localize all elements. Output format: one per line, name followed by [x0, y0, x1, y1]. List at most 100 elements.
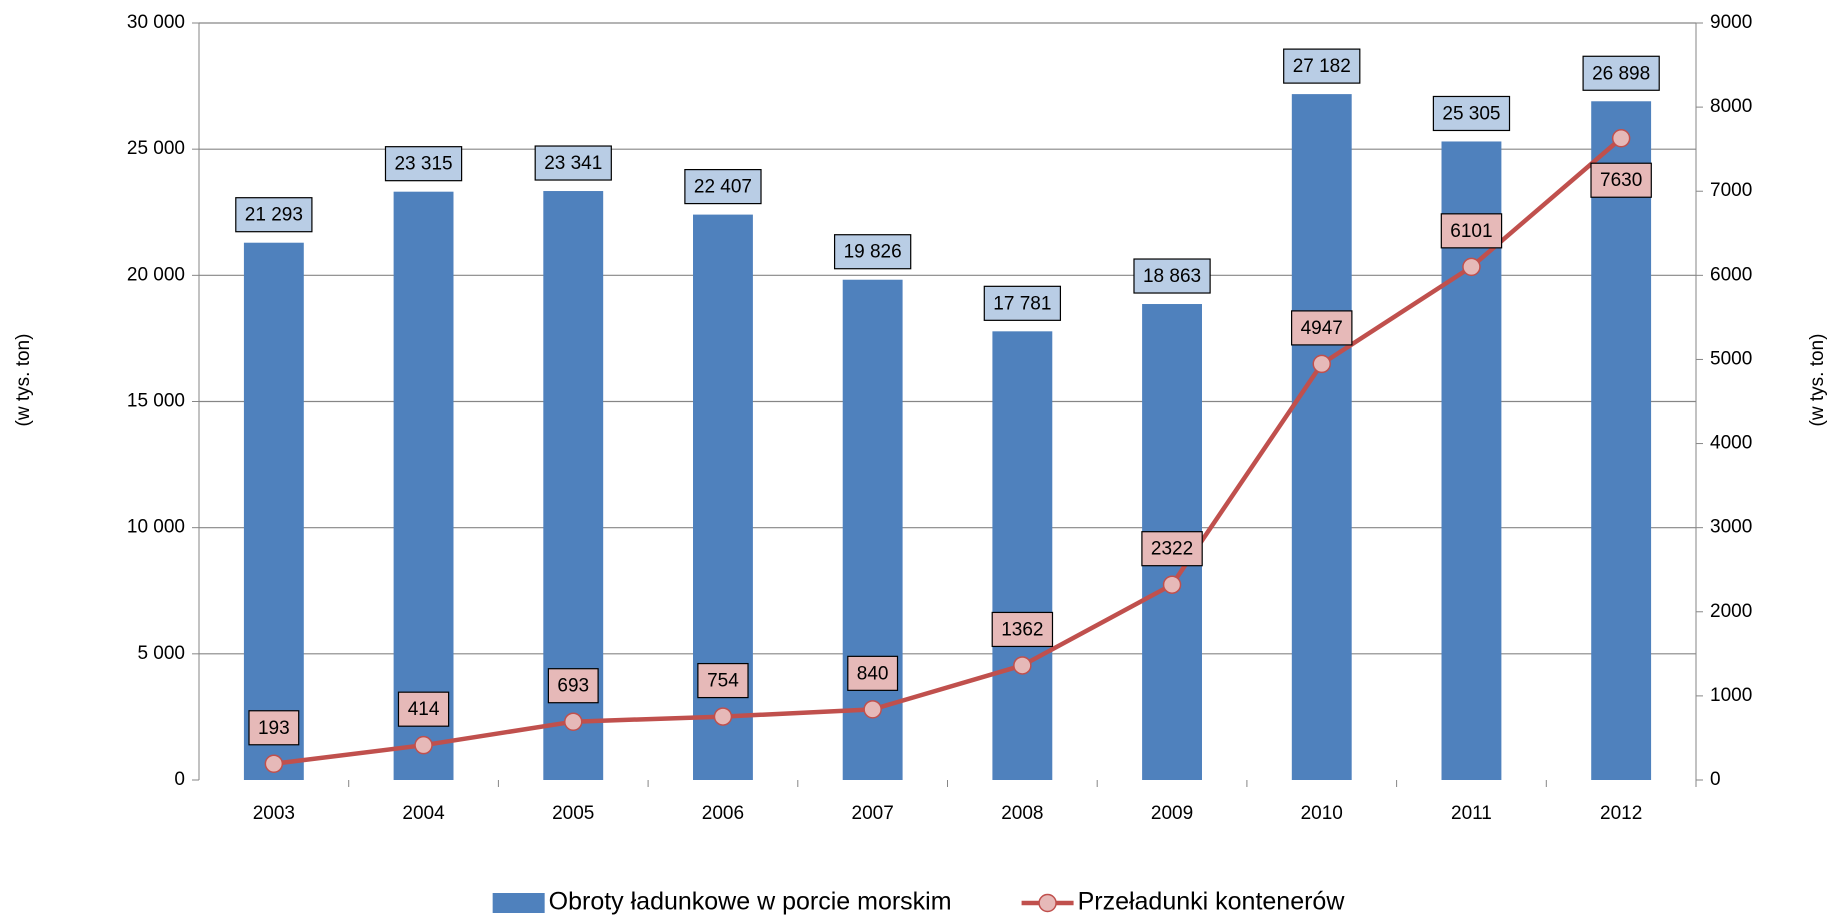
- bar: [1591, 101, 1652, 780]
- marker: [414, 735, 433, 755]
- marker: [713, 707, 733, 726]
- data-label-box: [534, 145, 612, 181]
- legend-label: Przeładunki kontenerów: [1078, 888, 1346, 916]
- y-tick-label: 20 000: [127, 264, 185, 285]
- marker: [264, 754, 284, 774]
- data-label: 754: [697, 662, 749, 699]
- data-label-box: [1291, 310, 1353, 346]
- data-label-text: 23 341: [544, 153, 602, 174]
- data-label: 19 826: [833, 234, 912, 270]
- data-label-box: [235, 197, 313, 233]
- data-label-box: [983, 285, 1062, 321]
- data-label-text: 754: [707, 671, 739, 692]
- y2-tick-label: 8000: [1710, 96, 1752, 117]
- marker: [564, 712, 583, 731]
- bar: [243, 242, 304, 780]
- x-tick-label: 2004: [402, 803, 445, 824]
- data-label: 2322: [1141, 531, 1203, 567]
- data-label-box: [991, 611, 1054, 648]
- data-label-box: [397, 691, 450, 727]
- marker: [1462, 257, 1481, 277]
- data-label-text: 18 863: [1143, 266, 1201, 287]
- data-label-box: [1432, 95, 1511, 132]
- legend-swatch: [492, 893, 545, 913]
- marker: [1312, 354, 1331, 374]
- data-label-text: 840: [857, 663, 889, 684]
- x-tick-label: 2011: [1451, 803, 1492, 824]
- data-label: 4947: [1291, 310, 1353, 346]
- y2-tick-label: 0: [1710, 769, 1721, 790]
- bar: [992, 331, 1053, 780]
- data-label: 21 293: [235, 197, 313, 233]
- data-label-box: [547, 668, 599, 704]
- marker: [1162, 575, 1182, 594]
- data-label-box: [1133, 258, 1211, 294]
- x-tick-label: 2007: [852, 803, 894, 824]
- marker: [1611, 128, 1631, 148]
- y-tick-label: 0: [174, 769, 185, 790]
- y2-tick-label: 4000: [1710, 433, 1752, 454]
- data-label-text: 7630: [1600, 170, 1642, 191]
- marker: [863, 700, 882, 719]
- data-label: 25 305: [1432, 95, 1511, 132]
- y-tick-label: 15 000: [127, 391, 185, 412]
- data-label: 17 781: [983, 285, 1062, 321]
- data-label-text: 2322: [1151, 539, 1193, 560]
- data-label-text: 26 898: [1592, 63, 1650, 84]
- data-label-text: 17 781: [993, 293, 1051, 314]
- legend: Obroty ładunkowe w porcie morskim Przeład…: [492, 888, 1346, 916]
- y2-tick-label: 6000: [1710, 264, 1752, 285]
- x-tick-label: 2010: [1301, 803, 1343, 824]
- data-label-box: [697, 662, 749, 699]
- y2-tick-label: 7000: [1710, 180, 1752, 201]
- data-label-box: [248, 710, 300, 746]
- y2-tick-label: 5000: [1710, 348, 1752, 369]
- legend-marker: [1038, 893, 1057, 913]
- y2-tick-label: 1000: [1710, 685, 1752, 706]
- data-label-text: 25 305: [1442, 103, 1500, 124]
- x-tick-label: 2012: [1600, 803, 1642, 824]
- y2-tick-label: 9000: [1710, 12, 1752, 33]
- x-tick-label: 2009: [1151, 803, 1193, 824]
- data-label-text: 6101: [1450, 221, 1492, 242]
- data-label-box: [684, 168, 762, 205]
- data-label-box: [1440, 213, 1503, 249]
- data-label: 23 315: [384, 146, 463, 182]
- data-label-box: [1582, 55, 1660, 91]
- data-label-box: [847, 655, 899, 691]
- y-tick-label: 25 000: [127, 138, 185, 159]
- bar: [393, 191, 454, 781]
- data-label-box: [833, 234, 912, 270]
- data-label-text: 414: [408, 699, 440, 720]
- data-label: 26 898: [1582, 55, 1660, 91]
- legend-label: Obroty ładunkowe w porcie morskim: [549, 888, 952, 916]
- x-tick-label: 2008: [1001, 803, 1043, 824]
- data-label-text: 21 293: [245, 205, 303, 226]
- y2-tick-label: 2000: [1710, 601, 1752, 622]
- y-tick-label: 5 000: [137, 643, 185, 664]
- data-label-text: 19 826: [844, 242, 902, 263]
- data-label-text: 22 407: [694, 177, 752, 198]
- data-label: 414: [397, 691, 450, 727]
- data-label-text: 693: [557, 676, 589, 697]
- data-label: 693: [547, 668, 599, 704]
- y-tick-label: 10 000: [127, 517, 185, 538]
- bar: [842, 279, 903, 780]
- data-label: 23 341: [534, 145, 612, 181]
- x-tick-label: 2003: [253, 803, 295, 824]
- y2-axis-label: (w tys. ton): [1807, 334, 1828, 427]
- data-label: 193: [248, 710, 300, 746]
- data-label: 27 182: [1283, 48, 1361, 84]
- data-label: 1362: [991, 611, 1054, 648]
- data-label-text: 193: [258, 718, 290, 739]
- data-label: 22 407: [684, 168, 762, 205]
- data-label: 7630: [1590, 162, 1652, 198]
- data-label-text: 23 315: [394, 154, 452, 175]
- data-label-box: [1141, 531, 1203, 567]
- data-label: 18 863: [1133, 258, 1211, 294]
- x-tick-label: 2006: [702, 803, 744, 824]
- marker: [1013, 656, 1032, 675]
- data-label-box: [1283, 48, 1361, 84]
- y-axis-label: (w tys. ton): [13, 334, 34, 427]
